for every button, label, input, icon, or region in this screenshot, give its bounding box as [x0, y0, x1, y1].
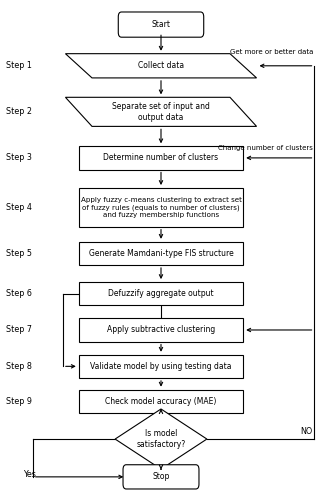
Bar — [79, 282, 243, 306]
Text: Step 2: Step 2 — [6, 108, 32, 116]
Polygon shape — [65, 54, 257, 78]
Bar — [79, 146, 243, 170]
Text: Step 5: Step 5 — [6, 249, 32, 258]
Text: Defuzzify aggregate output: Defuzzify aggregate output — [108, 289, 214, 298]
Polygon shape — [65, 98, 257, 126]
Text: Apply subtractive clustering: Apply subtractive clustering — [107, 326, 215, 334]
Bar — [79, 242, 243, 265]
FancyBboxPatch shape — [118, 12, 204, 37]
Text: Step 7: Step 7 — [6, 326, 32, 334]
Text: Yes: Yes — [24, 470, 36, 479]
Bar — [79, 354, 243, 378]
Text: Collect data: Collect data — [138, 62, 184, 70]
Text: Is model
satisfactory?: Is model satisfactory? — [137, 430, 185, 449]
Polygon shape — [115, 409, 207, 469]
Text: Separate set of input and
output data: Separate set of input and output data — [112, 102, 210, 122]
Bar — [79, 390, 243, 413]
FancyBboxPatch shape — [123, 464, 199, 489]
Text: Start: Start — [151, 20, 171, 29]
Bar — [79, 188, 243, 226]
Text: Get more or better data: Get more or better data — [230, 49, 313, 55]
Text: Apply fuzzy c-means clustering to extract set
of fuzzy rules (equals to number o: Apply fuzzy c-means clustering to extrac… — [80, 197, 242, 218]
Text: Step 9: Step 9 — [6, 396, 32, 406]
Text: Step 1: Step 1 — [6, 62, 32, 70]
Text: Step 6: Step 6 — [6, 289, 32, 298]
Text: Determine number of clusters: Determine number of clusters — [103, 154, 219, 162]
Text: Generate Mamdani-type FIS structure: Generate Mamdani-type FIS structure — [89, 249, 233, 258]
Text: Change number of clusters: Change number of clusters — [218, 145, 313, 151]
Text: Step 8: Step 8 — [6, 362, 32, 371]
Text: NO: NO — [301, 428, 313, 436]
Bar — [79, 318, 243, 342]
Text: Validate model by using testing data: Validate model by using testing data — [90, 362, 232, 371]
Text: Step 4: Step 4 — [6, 203, 32, 212]
Text: Check model accuracy (MAE): Check model accuracy (MAE) — [105, 396, 217, 406]
Text: Stop: Stop — [152, 472, 170, 482]
Text: Step 3: Step 3 — [6, 154, 32, 162]
